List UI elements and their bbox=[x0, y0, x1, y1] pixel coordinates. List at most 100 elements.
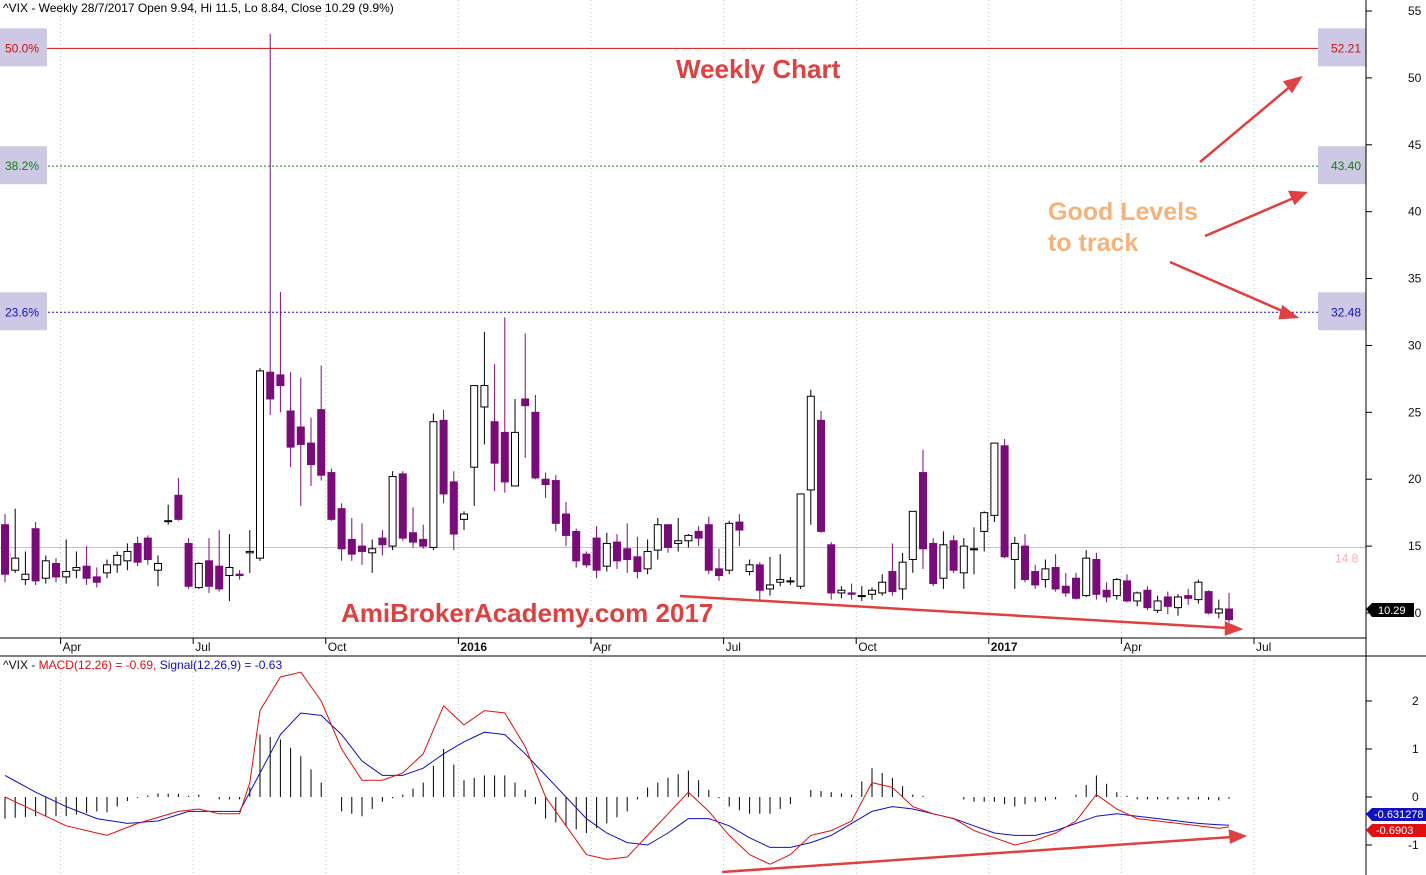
candle-body bbox=[735, 521, 744, 531]
candle bbox=[1194, 579, 1203, 604]
candle bbox=[1174, 594, 1182, 616]
candle-body bbox=[378, 537, 387, 546]
candle-body bbox=[327, 472, 336, 520]
fib-pct-label-box bbox=[0, 146, 47, 185]
fib-value-label-box bbox=[1318, 292, 1366, 331]
candle-body bbox=[582, 553, 591, 566]
candle bbox=[878, 574, 887, 596]
candle bbox=[1000, 439, 1009, 559]
candle-body bbox=[72, 567, 81, 571]
price-axis-label: 40 bbox=[1408, 205, 1422, 219]
candle bbox=[500, 317, 509, 493]
time-axis-label: Jul bbox=[726, 640, 741, 654]
candle bbox=[694, 526, 703, 547]
signal-value-badge: -0.631278 bbox=[1366, 808, 1426, 821]
candle bbox=[623, 523, 632, 573]
candle bbox=[755, 562, 764, 601]
candle-body bbox=[857, 595, 866, 598]
macd-axis-label: 1 bbox=[1412, 742, 1419, 756]
candle-body bbox=[1112, 579, 1121, 597]
candle-body bbox=[398, 473, 407, 539]
candle bbox=[1031, 564, 1040, 589]
arrowhead-price-trend bbox=[1224, 621, 1244, 636]
candle-body bbox=[776, 579, 785, 583]
candle-body bbox=[980, 512, 989, 532]
candle bbox=[735, 514, 744, 547]
candle bbox=[337, 503, 346, 561]
reference-line-left-label: 0. bbox=[5, 548, 15, 562]
candle bbox=[511, 398, 519, 487]
candle bbox=[490, 364, 499, 492]
candle bbox=[52, 558, 60, 583]
candle-body bbox=[786, 580, 795, 583]
candle bbox=[1112, 578, 1121, 600]
candle-body bbox=[755, 564, 764, 591]
candle-body bbox=[1225, 608, 1233, 621]
candle bbox=[143, 535, 152, 565]
candle bbox=[776, 554, 785, 587]
macd-header-prefix: ^VIX - bbox=[3, 658, 39, 672]
candle bbox=[541, 472, 550, 498]
candle bbox=[990, 442, 999, 523]
time-x-axis: Apr Jul Oct 2016 Apr Jul Oct 2017 Apr Jul bbox=[60, 638, 1271, 654]
candle-body bbox=[184, 542, 193, 587]
macd-axis-label: 0 bbox=[1412, 790, 1419, 804]
candle-body bbox=[531, 411, 540, 479]
candle-body bbox=[154, 563, 162, 571]
candle-body bbox=[511, 431, 519, 487]
candle-body bbox=[1, 524, 9, 575]
candle bbox=[980, 511, 989, 552]
candle bbox=[1, 514, 9, 583]
candle-body bbox=[908, 510, 917, 560]
header-ohlc: - Weekly 28/7/2017 Open 9.94, Hi 11.5, L… bbox=[28, 1, 394, 15]
candle-body bbox=[929, 542, 938, 585]
candle-body bbox=[205, 560, 213, 587]
macd-pane: -1 0 1 2 bbox=[4, 671, 1419, 865]
candle bbox=[194, 562, 203, 589]
candle bbox=[929, 538, 938, 587]
candle bbox=[470, 385, 479, 506]
candle-body bbox=[664, 524, 672, 548]
macd-axis-label: 2 bbox=[1412, 694, 1419, 708]
candle-body bbox=[551, 480, 560, 524]
candle bbox=[1092, 552, 1101, 600]
candle-body bbox=[919, 472, 927, 550]
candle bbox=[796, 493, 805, 589]
candle-body bbox=[429, 421, 438, 548]
price-axis-label: 35 bbox=[1408, 272, 1422, 286]
fib-pct-label: 38.2% bbox=[5, 159, 39, 173]
candle bbox=[358, 523, 366, 565]
candle bbox=[409, 507, 417, 548]
price-grid bbox=[60, 0, 1255, 875]
candle bbox=[766, 556, 774, 596]
candle-body bbox=[286, 410, 295, 448]
macd-badge-shape bbox=[1366, 824, 1426, 837]
annotation-arrows bbox=[679, 75, 1308, 874]
candle bbox=[674, 518, 683, 552]
candle-body bbox=[21, 573, 30, 581]
macd-value-badge: -0.6903 bbox=[1366, 824, 1426, 837]
candle-body bbox=[694, 530, 703, 539]
candle-body bbox=[592, 537, 601, 571]
candle bbox=[368, 539, 377, 573]
candle-body bbox=[419, 538, 428, 547]
candle-body bbox=[123, 550, 132, 562]
candle bbox=[225, 534, 234, 601]
candle-body bbox=[337, 508, 346, 550]
candle-body bbox=[745, 564, 754, 573]
candle-body bbox=[1204, 591, 1213, 614]
candlestick-series bbox=[1, 33, 1233, 623]
candle-body bbox=[1021, 545, 1029, 581]
candle bbox=[1133, 591, 1142, 607]
candle-body bbox=[623, 548, 632, 560]
candle-body bbox=[898, 561, 907, 590]
candle-body bbox=[368, 548, 377, 554]
candle-body bbox=[602, 542, 611, 567]
candle-body bbox=[613, 541, 621, 562]
candle-body bbox=[572, 530, 581, 562]
candle-body bbox=[806, 395, 815, 491]
candle bbox=[327, 468, 336, 521]
candle-body bbox=[460, 513, 468, 520]
candle-body bbox=[500, 431, 509, 483]
